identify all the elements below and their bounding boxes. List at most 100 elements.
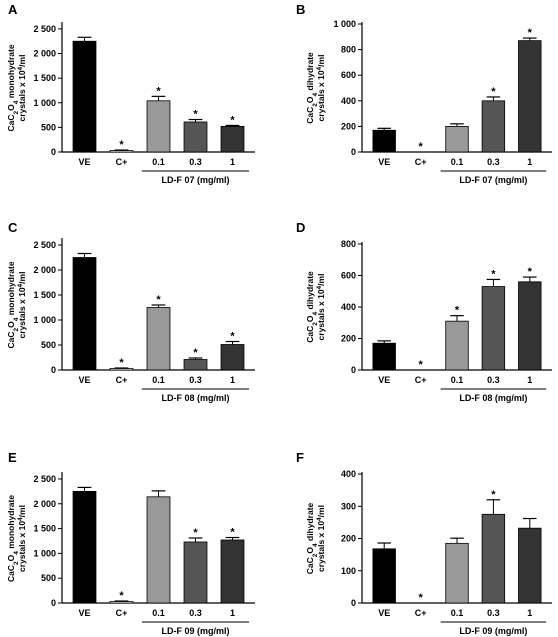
bar-0 xyxy=(72,40,97,153)
y-tick-label: 800 xyxy=(341,45,356,55)
x-tick-label-4: 1 xyxy=(527,157,532,167)
x-tick-label-0: VE xyxy=(78,157,90,167)
panel-letter: D xyxy=(296,220,305,235)
bar-2 xyxy=(146,100,171,153)
significance-star-1: * xyxy=(418,359,423,371)
significance-star-3: * xyxy=(491,489,496,501)
y-tick-label: 0 xyxy=(51,598,56,608)
x-tick-label-4: 1 xyxy=(230,375,235,385)
y-tick-label: 2 500 xyxy=(33,474,56,484)
x-tick-label-3: 0.3 xyxy=(189,375,202,385)
x-tick-label-2: 0.1 xyxy=(152,608,165,618)
x-tick-label-3: 0.3 xyxy=(487,157,500,167)
significance-star-1: * xyxy=(418,141,423,153)
significance-star-2: * xyxy=(455,305,460,317)
group-label: LD-F 08 (mg/ml) xyxy=(459,393,527,403)
bar-4 xyxy=(518,40,542,153)
y-axis-label: CaC2O4 dihydratecrystals x 104/ml xyxy=(305,52,326,124)
bar-4 xyxy=(220,344,245,371)
bar-3 xyxy=(481,286,506,371)
chart-panel-b: B 0 200 400 600 800 1 000 CaC2O4 dihydratecryst… xyxy=(296,2,552,185)
y-tick-label: 0 xyxy=(351,598,356,608)
significance-star-1: * xyxy=(418,592,423,604)
x-tick-label-4: 1 xyxy=(230,157,235,167)
bar-3 xyxy=(481,100,506,153)
x-tick-label-0: VE xyxy=(78,375,90,385)
x-tick-label-2: 0.1 xyxy=(451,157,464,167)
y-tick-label: 800 xyxy=(341,239,356,249)
group-label: LD-F 07 (mg/ml) xyxy=(459,175,527,185)
panel-letter: F xyxy=(296,450,304,465)
x-tick-label-1: C+ xyxy=(116,608,128,618)
significance-star-3: * xyxy=(193,347,198,359)
y-tick-label: 1 000 xyxy=(33,315,56,325)
y-tick-label: 400 xyxy=(341,96,356,106)
bar-4 xyxy=(518,527,542,604)
y-axis-label: CaC2O4 monohydratecrystals x 104/ml xyxy=(6,261,27,348)
bar-0 xyxy=(372,129,396,153)
x-tick-label-0: VE xyxy=(378,608,390,618)
significance-star-4: * xyxy=(230,114,235,126)
bar-2 xyxy=(445,542,469,604)
significance-star-3: * xyxy=(193,109,198,121)
x-tick-label-4: 1 xyxy=(527,608,532,618)
y-axis-label: CaC2O4 monohydratecrystals x 104/ml xyxy=(6,44,27,131)
bar-3 xyxy=(183,359,208,371)
panel-letter: C xyxy=(8,220,18,235)
x-tick-label-1: C+ xyxy=(116,157,128,167)
x-tick-label-4: 1 xyxy=(527,375,532,385)
significance-star-1: * xyxy=(119,590,124,602)
y-axis-label: CaC2O4 dihydratecrystals x 104/ml xyxy=(305,271,326,343)
panel-letter: B xyxy=(296,2,305,17)
x-tick-label-3: 0.3 xyxy=(189,608,202,618)
y-tick-label: 200 xyxy=(341,334,356,344)
y-tick-label: 300 xyxy=(341,501,356,511)
y-tick-label: 0 xyxy=(51,147,56,157)
y-axis-label: CaC2O4 dihydratecrystals x 104/ml xyxy=(305,502,326,574)
x-tick-label-3: 0.3 xyxy=(487,375,500,385)
significance-star-4: * xyxy=(230,527,235,539)
y-tick-label: 2 500 xyxy=(33,24,56,34)
group-label: LD-F 08 (mg/ml) xyxy=(161,393,229,403)
significance-star-3: * xyxy=(491,268,496,280)
y-tick-label: 400 xyxy=(341,302,356,312)
x-tick-label-0: VE xyxy=(78,608,90,618)
x-tick-label-0: VE xyxy=(378,375,390,385)
y-tick-label: 1 000 xyxy=(33,548,56,558)
y-tick-label: 600 xyxy=(341,70,356,80)
significance-star-1: * xyxy=(119,357,124,369)
significance-star-3: * xyxy=(491,86,496,98)
bar-4 xyxy=(518,281,542,371)
y-tick-label: 0 xyxy=(51,365,56,375)
y-tick-label: 500 xyxy=(41,122,56,132)
x-tick-label-1: C+ xyxy=(415,157,427,167)
bar-4 xyxy=(220,539,245,604)
y-tick-label: 1 500 xyxy=(33,290,56,300)
y-tick-label: 600 xyxy=(341,271,356,281)
bar-2 xyxy=(445,126,469,153)
y-tick-label: 2 000 xyxy=(33,265,56,275)
group-label: LD-F 09 (mg/ml) xyxy=(459,626,527,636)
bar-0 xyxy=(72,257,97,371)
x-tick-label-2: 0.1 xyxy=(451,608,464,618)
y-tick-label: 1 000 xyxy=(33,98,56,108)
group-label: LD-F 09 (mg/ml) xyxy=(161,626,229,636)
bar-3 xyxy=(481,513,506,604)
x-tick-label-3: 0.3 xyxy=(189,157,202,167)
significance-star-4: * xyxy=(528,266,533,278)
bar-2 xyxy=(445,320,469,371)
x-tick-label-2: 0.1 xyxy=(152,375,165,385)
x-tick-label-3: 0.3 xyxy=(487,608,500,618)
chart-panel-e: E 0 500 1 000 1 500 2 000 2 500 CaC2O4 monohydr… xyxy=(6,450,255,636)
y-tick-label: 100 xyxy=(341,566,356,576)
panel-letter: A xyxy=(8,2,18,17)
bar-0 xyxy=(72,490,97,604)
significance-star-4: * xyxy=(528,27,533,39)
x-tick-label-4: 1 xyxy=(230,608,235,618)
y-tick-label: 1 000 xyxy=(333,19,356,29)
bar-0 xyxy=(372,548,396,604)
x-tick-label-1: C+ xyxy=(415,608,427,618)
group-label: LD-F 07 (mg/ml) xyxy=(161,175,229,185)
significance-star-1: * xyxy=(119,139,124,151)
